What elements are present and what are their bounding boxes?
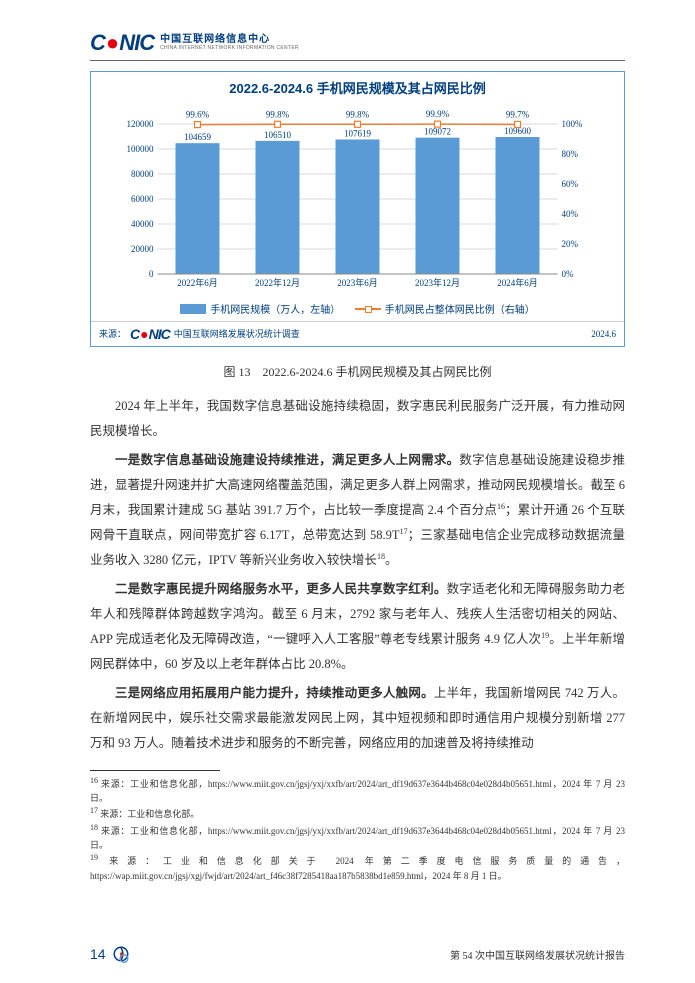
footer-icon <box>112 945 130 963</box>
header-logo: C●NIC 中国互联网络信息中心 CHINA INTERNET NETWORK … <box>90 30 299 56</box>
logo-en: CHINA INTERNET NETWORK INFORMATION CENTE… <box>160 46 299 51</box>
para-2-text4: 。 <box>385 553 398 567</box>
footnote-16: 16 来源：工业和信息化部，https://www.miit.gov.cn/jg… <box>90 775 625 806</box>
svg-text:99.9%: 99.9% <box>426 109 450 119</box>
svg-text:2022年6月: 2022年6月 <box>177 277 218 288</box>
legend-line-item: 手机网民占整体网民比例（右轴） <box>355 301 535 316</box>
svg-text:100%: 100% <box>562 119 584 129</box>
footnote-19: 19 来源：工业和信息化部关于 2024 年第二季度电信服务质量的通告，http… <box>90 852 625 883</box>
source-logo-icon: C●NIC <box>130 326 170 342</box>
para-2: 一是数字信息基础设施建设持续推进，满足更多人上网需求。数字信息基础设施建设稳步推… <box>90 448 625 573</box>
svg-text:20000: 20000 <box>131 244 154 254</box>
svg-text:120000: 120000 <box>127 119 155 129</box>
footnote-ref-17: 17 <box>400 526 408 535</box>
cnnic-logo-icon: C●NIC <box>90 30 154 56</box>
svg-text:80%: 80% <box>562 149 579 159</box>
svg-text:40000: 40000 <box>131 219 154 229</box>
svg-text:60000: 60000 <box>131 194 154 204</box>
para-3: 二是数字惠民提升网络服务水平，更多人民共享数字红利。数字适老化和无障碍服务助力老… <box>90 577 625 677</box>
para-2-bold: 一是数字信息基础设施建设持续推进，满足更多人上网需求。 <box>115 453 459 467</box>
chart-title: 2022.6-2024.6 手机网民规模及其占网民比例 <box>91 72 624 99</box>
legend-bar-item: 手机网民规模（万人，左轴） <box>180 301 340 316</box>
svg-text:20%: 20% <box>562 239 579 249</box>
para-3-bold: 二是数字惠民提升网络服务水平，更多人民共享数字红利。 <box>115 582 447 596</box>
svg-text:40%: 40% <box>562 209 579 219</box>
svg-text:2022年12月: 2022年12月 <box>255 277 300 288</box>
footnote-18: 18 来源：工业和信息化部，https://www.miit.gov.cn/jg… <box>90 822 625 853</box>
legend-bar-label: 手机网民规模（万人，左轴） <box>210 301 340 316</box>
page-footer: 14 第 54 次中国互联网络发展状况统计报告 <box>0 945 695 963</box>
footer-report-title: 第 54 次中国互联网络发展状况统计报告 <box>450 947 625 962</box>
svg-text:2023年12月: 2023年12月 <box>415 277 460 288</box>
svg-text:80000: 80000 <box>131 169 154 179</box>
footnote-ref-16: 16 <box>497 501 505 510</box>
legend-bar-swatch <box>180 304 206 314</box>
para-4: 三是网络应用拓展用户能力提升，持续推动更多人触网。上半年，我国新增网民 742 … <box>90 681 625 756</box>
svg-text:99.7%: 99.7% <box>506 109 530 119</box>
chart-svg: 0 20000 40000 60000 80000 100000 120000 0% 20% 40… <box>101 99 614 299</box>
footnote-separator <box>90 770 220 771</box>
svg-text:106510: 106510 <box>264 130 292 140</box>
footnote-17: 17 来源：工业和信息化部。 <box>90 805 625 821</box>
source-text: 中国互联网络发展状况统计调查 <box>174 327 300 340</box>
source-label: 来源： <box>99 327 126 340</box>
svg-text:99.8%: 99.8% <box>346 109 370 119</box>
svg-text:2024年6月: 2024年6月 <box>497 277 538 288</box>
svg-text:0: 0 <box>149 269 154 279</box>
logo-subtitle: 中国互联网络信息中心 CHINA INTERNET NETWORK INFORM… <box>160 35 299 51</box>
footer-left: 14 <box>90 945 130 963</box>
chart-legend: 手机网民规模（万人，左轴） 手机网民占整体网民比例（右轴） <box>91 299 624 319</box>
page-header: C●NIC 中国互联网络信息中心 CHINA INTERNET NETWORK … <box>90 0 625 61</box>
legend-line-label: 手机网民占整体网民比例（右轴） <box>385 301 535 316</box>
figure-caption: 图 13 2022.6-2024.6 手机网民规模及其占网民比例 <box>90 363 625 380</box>
svg-text:107619: 107619 <box>344 128 372 138</box>
page-number: 14 <box>90 946 106 962</box>
svg-text:109072: 109072 <box>424 127 451 137</box>
svg-text:0%: 0% <box>562 269 575 279</box>
para-intro: 2024 年上半年，我国数字信息基础设施持续稳固，数字惠民利民服务广泛开展，有力… <box>90 394 625 444</box>
footnote-ref-19: 19 <box>541 630 549 639</box>
chart-plot-area: 0 20000 40000 60000 80000 100000 120000 0% 20% 40… <box>101 99 614 299</box>
para-4-bold: 三是网络应用拓展用户能力提升，持续推动更多人触网。 <box>115 686 434 700</box>
svg-text:100000: 100000 <box>127 144 155 154</box>
svg-text:104659: 104659 <box>184 132 212 142</box>
svg-text:99.8%: 99.8% <box>266 109 290 119</box>
chart-container: 2022.6-2024.6 手机网民规模及其占网民比例 0 20000 40000 6… <box>90 71 625 347</box>
legend-line-swatch <box>355 304 381 314</box>
svg-text:99.6%: 99.6% <box>186 110 210 120</box>
chart-source: 来源： C●NIC 中国互联网络发展状况统计调查 2024.6 <box>91 321 624 342</box>
source-date: 2024.6 <box>591 329 616 339</box>
footnote-ref-18: 18 <box>377 551 385 560</box>
svg-text:2023年6月: 2023年6月 <box>337 277 378 288</box>
logo-cn: 中国互联网络信息中心 <box>160 35 299 45</box>
svg-text:60%: 60% <box>562 179 579 189</box>
